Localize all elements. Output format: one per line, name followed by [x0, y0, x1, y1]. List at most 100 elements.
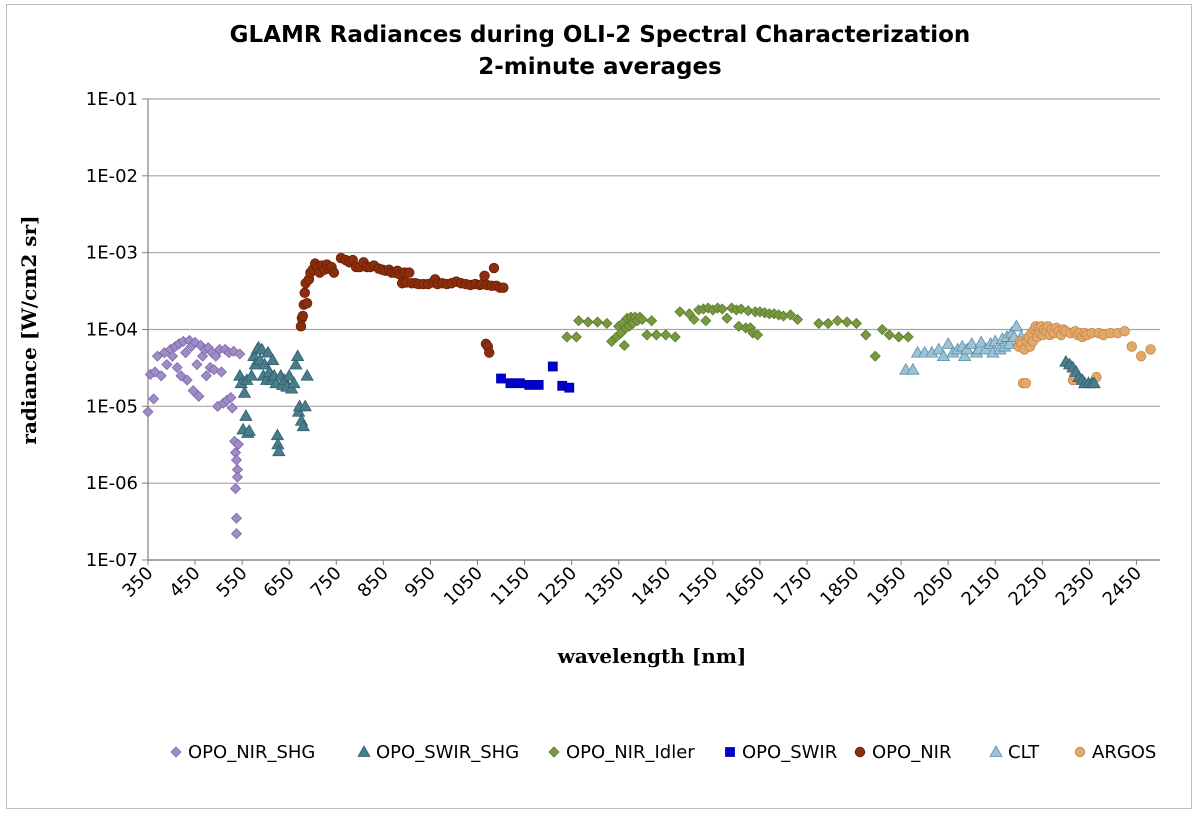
opo-nir-idler-point [876, 323, 888, 336]
opo-nir-shg-point [161, 358, 173, 371]
opo-swir-shg-point [261, 345, 275, 358]
clt-point [965, 337, 979, 349]
opo-nir-shg-point [231, 471, 243, 483]
x-tick-label: 1050 [440, 563, 487, 610]
y-tick-label: 1E-07 [86, 550, 138, 571]
opo-nir-idler-point [641, 329, 653, 341]
opo-nir-idler-point [883, 329, 895, 341]
opo-nir-shg-point [180, 347, 192, 359]
opo-nir-point [297, 310, 309, 322]
legend-item-opo-swir-shg: OPO_SWIR_SHG [357, 742, 519, 763]
x-tick-label: 2250 [1005, 563, 1052, 610]
x-tick-label: 1650 [722, 563, 769, 610]
clt-point [1009, 319, 1024, 332]
series-opo-nir [295, 252, 509, 358]
x-tick-label: 550 [213, 563, 252, 602]
opo-swir-shg-point [244, 368, 259, 381]
legend-label-opo-nir-shg: OPO_NIR_SHG [188, 742, 315, 763]
opo-swir-point [547, 361, 558, 372]
opo-swir-shg-point [237, 385, 252, 398]
x-tick-label: 1750 [769, 563, 816, 610]
opo-swir-shg-point [266, 353, 280, 365]
opo-nir-idler-point [742, 305, 754, 317]
opo-nir-idler-point [822, 317, 834, 329]
opo-nir-point [484, 347, 495, 358]
legend-marker-opo-swir-shg [357, 745, 371, 757]
argos-point [1020, 378, 1032, 389]
opo-nir-idler-point [841, 316, 853, 328]
opo-nir-idler-point [813, 317, 825, 329]
x-tick-label: 2450 [1099, 563, 1146, 610]
opo-nir-idler-point [784, 309, 797, 321]
opo-nir-idler-point [660, 329, 672, 341]
opo-nir-idler-point [650, 329, 662, 341]
y-axis-title: radiance [W/cm2 sr] [17, 215, 41, 444]
opo-swir-point [524, 380, 535, 390]
x-tick-label: 450 [165, 563, 204, 602]
x-tick-label: 850 [354, 563, 393, 602]
y-tick-label: 1E-04 [86, 320, 138, 341]
opo-swir-shg-point [298, 399, 312, 412]
opo-nir-point [301, 297, 313, 309]
opo-swir-shg-point [272, 444, 286, 457]
opo-nir-idler-point [721, 312, 733, 324]
opo-swir-shg-point [289, 357, 303, 370]
y-tick-labels: 1E-01 1E-02 1E-03 1E-04 1E-05 1E-06 1E-07 [86, 89, 138, 571]
opo-nir-shg-point [142, 406, 154, 418]
y-tick-label: 1E-05 [86, 396, 138, 417]
series-opo-swir-shg [233, 340, 314, 457]
x-tick-label: 950 [401, 563, 440, 602]
opo-nir-idler-point [674, 306, 686, 318]
argos-point [1145, 344, 1156, 355]
opo-nir-idler-point [869, 350, 881, 362]
series-clt [899, 319, 1033, 375]
opo-nir-shg-point [232, 438, 244, 450]
axes [142, 98, 1160, 565]
chart-subtitle: 2-minute averages [478, 54, 721, 80]
opo-nir-shg-point [200, 370, 212, 382]
opo-swir-shg-point [300, 368, 314, 381]
legend-label-argos: ARGOS [1092, 742, 1156, 763]
opo-nir-shg-point [148, 393, 160, 405]
chart-title: GLAMR Radiances during OLI-2 Spectral Ch… [230, 22, 971, 48]
legend-marker-opo-swir [725, 747, 735, 757]
opo-swir-point [496, 373, 506, 384]
legend-marker-opo-nir-shg [170, 746, 182, 758]
opo-swir-shg-point [242, 424, 256, 436]
x-tick-label: 1150 [487, 563, 534, 610]
x-tick-label: 2150 [958, 563, 1005, 610]
opo-nir-idler-point [582, 316, 594, 328]
legend-label-clt: CLT [1008, 742, 1040, 763]
x-tick-label: 1950 [863, 563, 910, 610]
opo-swir-shg-point [296, 419, 311, 432]
legend-label-opo-swir: OPO_SWIR [742, 742, 837, 763]
opo-nir-point [498, 282, 509, 293]
argos-point [1119, 326, 1130, 337]
legend-item-opo-swir: OPO_SWIR [725, 742, 837, 763]
opo-nir-shg-point [155, 370, 167, 382]
argos-point [1126, 341, 1137, 352]
x-tick-label: 2350 [1052, 563, 1099, 610]
opo-nir-idler-point [636, 313, 648, 326]
opo-swir-shg-point [239, 409, 253, 421]
x-tick-label: 750 [307, 563, 346, 602]
chart-title-group: GLAMR Radiances during OLI-2 Spectral Ch… [230, 22, 971, 80]
opo-nir-idler-point [700, 315, 712, 327]
clt-point [941, 337, 955, 349]
legend-marker-opo-nir [854, 746, 866, 758]
opo-nir-shg-point [230, 528, 243, 540]
opo-nir-idler-point [860, 329, 872, 341]
opo-nir-idler-point [832, 315, 844, 327]
opo-nir-shg-point [181, 374, 193, 386]
opo-nir-shg-point [191, 358, 203, 371]
opo-swir-point [533, 380, 544, 390]
opo-swir-point [564, 382, 575, 393]
opo-nir-idler-point [570, 331, 582, 343]
series-point [1087, 376, 1101, 389]
legend-marker-argos [1074, 746, 1086, 758]
opo-nir-shg-point [193, 390, 205, 402]
opo-nir-idler-point [791, 313, 804, 326]
series-series [1059, 354, 1101, 389]
legend-marker-opo-nir-idler [548, 746, 560, 758]
opo-nir-shg-point [230, 454, 243, 466]
